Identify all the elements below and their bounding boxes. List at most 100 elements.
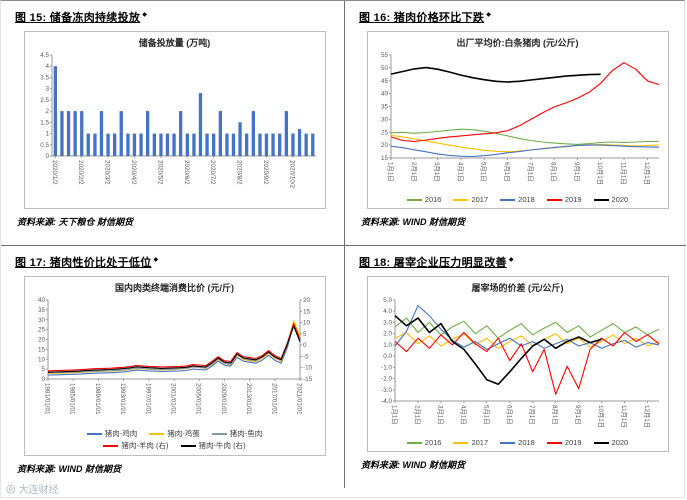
chart-box: 储备投放量 (万吨) 0 0.5 1 1.5 2 2.5 3 3.5 4 4.5 2020/1/2 2… — [23, 31, 326, 209]
legend-label: 2016 — [424, 195, 442, 204]
svg-text:5.0: 5.0 — [383, 297, 392, 304]
svg-text:1993/01/01: 1993/01/01 — [119, 383, 126, 415]
svg-text:5: 5 — [303, 331, 307, 338]
svg-text:15: 15 — [37, 346, 45, 353]
slaughter-spread-line-chart: -4.0 -3.0 -2.0 -1.0 0.0 1.0 2.0 3.0 4.0 5.0 1月1日 2月… — [381, 297, 659, 428]
legend-item: 2019 — [546, 195, 582, 204]
svg-text:0.0: 0.0 — [383, 353, 392, 360]
svg-text:20: 20 — [380, 142, 388, 149]
legend-swatch-icon — [546, 198, 562, 201]
svg-text:1月1日: 1月1日 — [386, 162, 394, 182]
meat-price-ratio-line-chart: 0 5 10 15 20 25 30 35 40 -15 -10 -5 0 5 10 15 20 1981/01/… — [37, 297, 313, 415]
svg-text:2020/3/2: 2020/3/2 — [103, 160, 110, 185]
svg-text:20: 20 — [303, 297, 311, 304]
legend-item: 猪肉-鸡蛋 — [149, 428, 200, 439]
bars — [53, 66, 314, 156]
svg-text:2月1日: 2月1日 — [413, 405, 421, 425]
series-2017 — [394, 331, 659, 349]
svg-text:12月1日: 12月1日 — [643, 405, 651, 428]
series-猪肉-羊肉 (右) — [47, 323, 301, 372]
legend-label: 2018 — [518, 438, 535, 447]
svg-text:4.5: 4.5 — [40, 52, 49, 59]
svg-text:3月1日: 3月1日 — [433, 162, 441, 182]
source-note: 资料来源: 天下粮仓 财信期货 — [17, 217, 133, 227]
svg-text:0: 0 — [45, 153, 49, 160]
svg-text:1.0: 1.0 — [383, 342, 392, 349]
svg-text:1985/01/01: 1985/01/01 — [68, 383, 75, 415]
svg-text:2020/7/2: 2020/7/2 — [209, 160, 216, 185]
legend-swatch-icon — [593, 441, 609, 444]
source-note: 资料来源: WIND 财信期货 — [361, 460, 465, 470]
svg-text:2.5: 2.5 — [40, 97, 49, 104]
svg-text:25: 25 — [37, 327, 45, 334]
legend-item: 2019 — [546, 438, 582, 447]
figure-title: 图 17: 猪肉性价比处于低位 ◆ — [15, 254, 336, 270]
chart-title: 储备投放量 (万吨) — [138, 38, 211, 48]
svg-text:10月1日: 10月1日 — [597, 405, 605, 428]
legend-item: 2017 — [453, 438, 488, 447]
svg-text:2月1日: 2月1日 — [409, 162, 417, 182]
svg-text:40: 40 — [380, 91, 388, 98]
svg-text:55: 55 — [380, 52, 388, 59]
chart-box: 屠宰场的价差 (元/公斤) -4.0 -3.0 -2.0 -1.0 0.0 1.0 2.0 3… — [366, 276, 669, 452]
chart-title: 国内肉类终端消费比价 (元/斤) — [115, 283, 234, 293]
svg-text:2009/01/01: 2009/01/01 — [219, 383, 226, 415]
svg-text:10: 10 — [37, 356, 45, 363]
svg-text:30: 30 — [37, 317, 45, 324]
svg-text:12月1日: 12月1日 — [642, 162, 650, 185]
svg-text:2020/8/2: 2020/8/2 — [235, 160, 242, 185]
svg-text:4月1日: 4月1日 — [456, 162, 464, 182]
legend-item: 2016 — [406, 438, 442, 447]
legend-label: 2017 — [471, 438, 489, 447]
legend-swatch-icon — [453, 441, 469, 444]
legend-item: 2020 — [593, 195, 628, 204]
chart-box: 出厂平均价:白条猪肉 (元/公斤) 15 20 25 30 35 40 45 50 55 1月1日… — [366, 31, 669, 209]
source-note: 资料来源: WIND 财信期货 — [361, 217, 465, 227]
watermark: ◎ 大连财经 — [6, 481, 59, 496]
pork-price-line-chart: 15 20 25 30 35 40 45 50 55 1月1日 2月1日 3月1日 4月1日 5月1日 6月… — [380, 52, 659, 185]
svg-text:-1.0: -1.0 — [381, 364, 392, 371]
svg-text:6月1日: 6月1日 — [505, 405, 513, 425]
series-猪肉-鱼肉 — [47, 324, 301, 374]
svg-text:2020/5/2: 2020/5/2 — [156, 160, 163, 185]
svg-text:2: 2 — [45, 108, 49, 115]
svg-text:8月1日: 8月1日 — [551, 405, 559, 425]
chart-title: 屠宰场的价差 (元/公斤) — [471, 283, 564, 293]
svg-text:-10: -10 — [303, 365, 313, 372]
figure-title: 图 18: 屠宰企业压力明显改善 ◆ — [359, 254, 678, 270]
svg-text:50: 50 — [380, 65, 388, 72]
svg-text:10: 10 — [303, 320, 311, 327]
legend-label: 猪肉-鸡蛋 — [167, 429, 200, 438]
svg-text:7月1日: 7月1日 — [526, 162, 534, 182]
svg-text:7月1日: 7月1日 — [528, 405, 536, 425]
svg-text:10月1日: 10月1日 — [596, 162, 604, 185]
legend-item: 2018 — [500, 195, 535, 204]
legend-label: 猪肉-鱼肉 — [229, 429, 263, 438]
legend-swatch-icon — [406, 198, 422, 201]
series-2018 — [390, 144, 659, 158]
legend-label: 2019 — [564, 195, 582, 204]
legend-swatch-icon — [593, 198, 609, 201]
svg-text:6月1日: 6月1日 — [503, 162, 511, 182]
legend-label: 猪肉-羊肉 (右) — [121, 441, 169, 450]
svg-text:1997/01/01: 1997/01/01 — [144, 383, 151, 415]
legend-label: 2017 — [471, 195, 489, 204]
series-2020 — [393, 315, 602, 385]
svg-text:5月1日: 5月1日 — [479, 162, 487, 182]
svg-text:2020/9/2: 2020/9/2 — [262, 160, 269, 185]
figure-title: 图 15: 储备冻肉持续投放 ◆ — [15, 9, 336, 25]
svg-text:2005/01/01: 2005/01/01 — [194, 383, 201, 415]
svg-text:2017/01/01: 2017/01/01 — [270, 383, 277, 415]
svg-text:11月1日: 11月1日 — [619, 162, 627, 185]
legend-item: 猪肉-牛肉 (右) — [180, 440, 246, 451]
svg-text:1月1日: 1月1日 — [390, 405, 398, 425]
legend-label: 猪肉-鸡肉 — [104, 429, 138, 438]
legend-item: 2020 — [593, 438, 628, 447]
legend-swatch-icon — [103, 444, 119, 447]
legend-swatch-icon — [149, 432, 165, 435]
svg-text:4月1日: 4月1日 — [459, 405, 467, 425]
svg-text:8月1日: 8月1日 — [549, 162, 557, 182]
chart-legend: 2016 2017 2018 2019 2020 — [369, 437, 667, 449]
series-2019 — [390, 62, 659, 143]
legend-label: 2016 — [424, 438, 442, 447]
